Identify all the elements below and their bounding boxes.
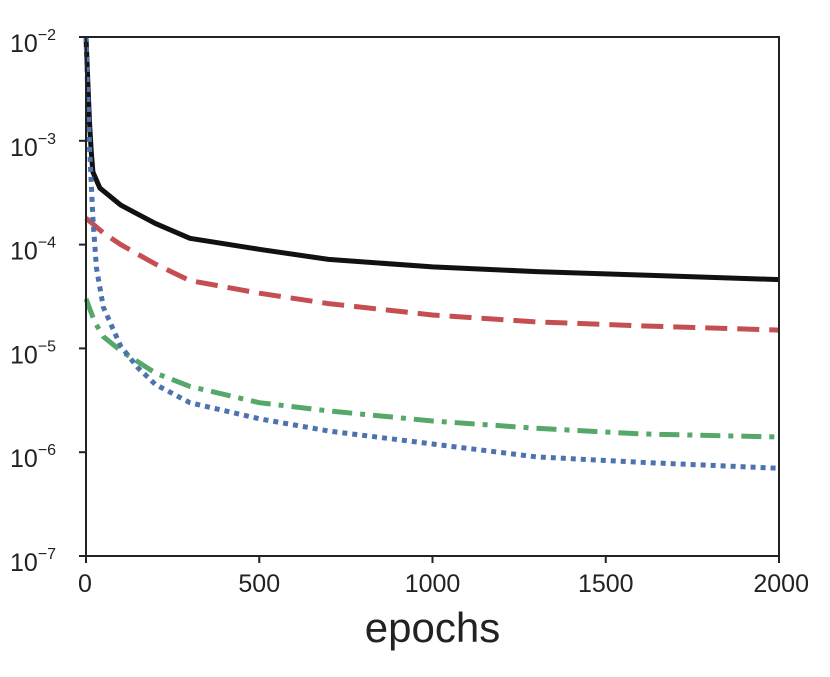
y-tick-label: 10−4 — [10, 235, 56, 266]
x-axis-title: epochs — [365, 604, 500, 651]
y-tick-label: 10−5 — [10, 338, 56, 369]
series-4-line — [83, 36, 780, 471]
x-tick-label: 0 — [78, 570, 92, 598]
x-tick-label: 500 — [238, 570, 280, 598]
y-tick-label: 10−7 — [10, 546, 56, 577]
series-1-line — [83, 36, 780, 283]
x-tick-label: 1000 — [405, 570, 461, 598]
y-tick-label: 10−3 — [10, 131, 56, 162]
series-2-line — [84, 216, 780, 333]
y-tick-label: 10−2 — [10, 27, 56, 58]
x-tick-label: 2000 — [753, 570, 809, 598]
series-layer — [83, 36, 780, 471]
series-3-line — [83, 298, 780, 440]
x-tick-label: 1500 — [578, 570, 634, 598]
tick-layer: 0 500 1000 1500 2000 10−7 10−6 10−5 10−4 10−3 10−2 — [10, 27, 809, 598]
y-tick-label: 10−6 — [10, 442, 56, 473]
